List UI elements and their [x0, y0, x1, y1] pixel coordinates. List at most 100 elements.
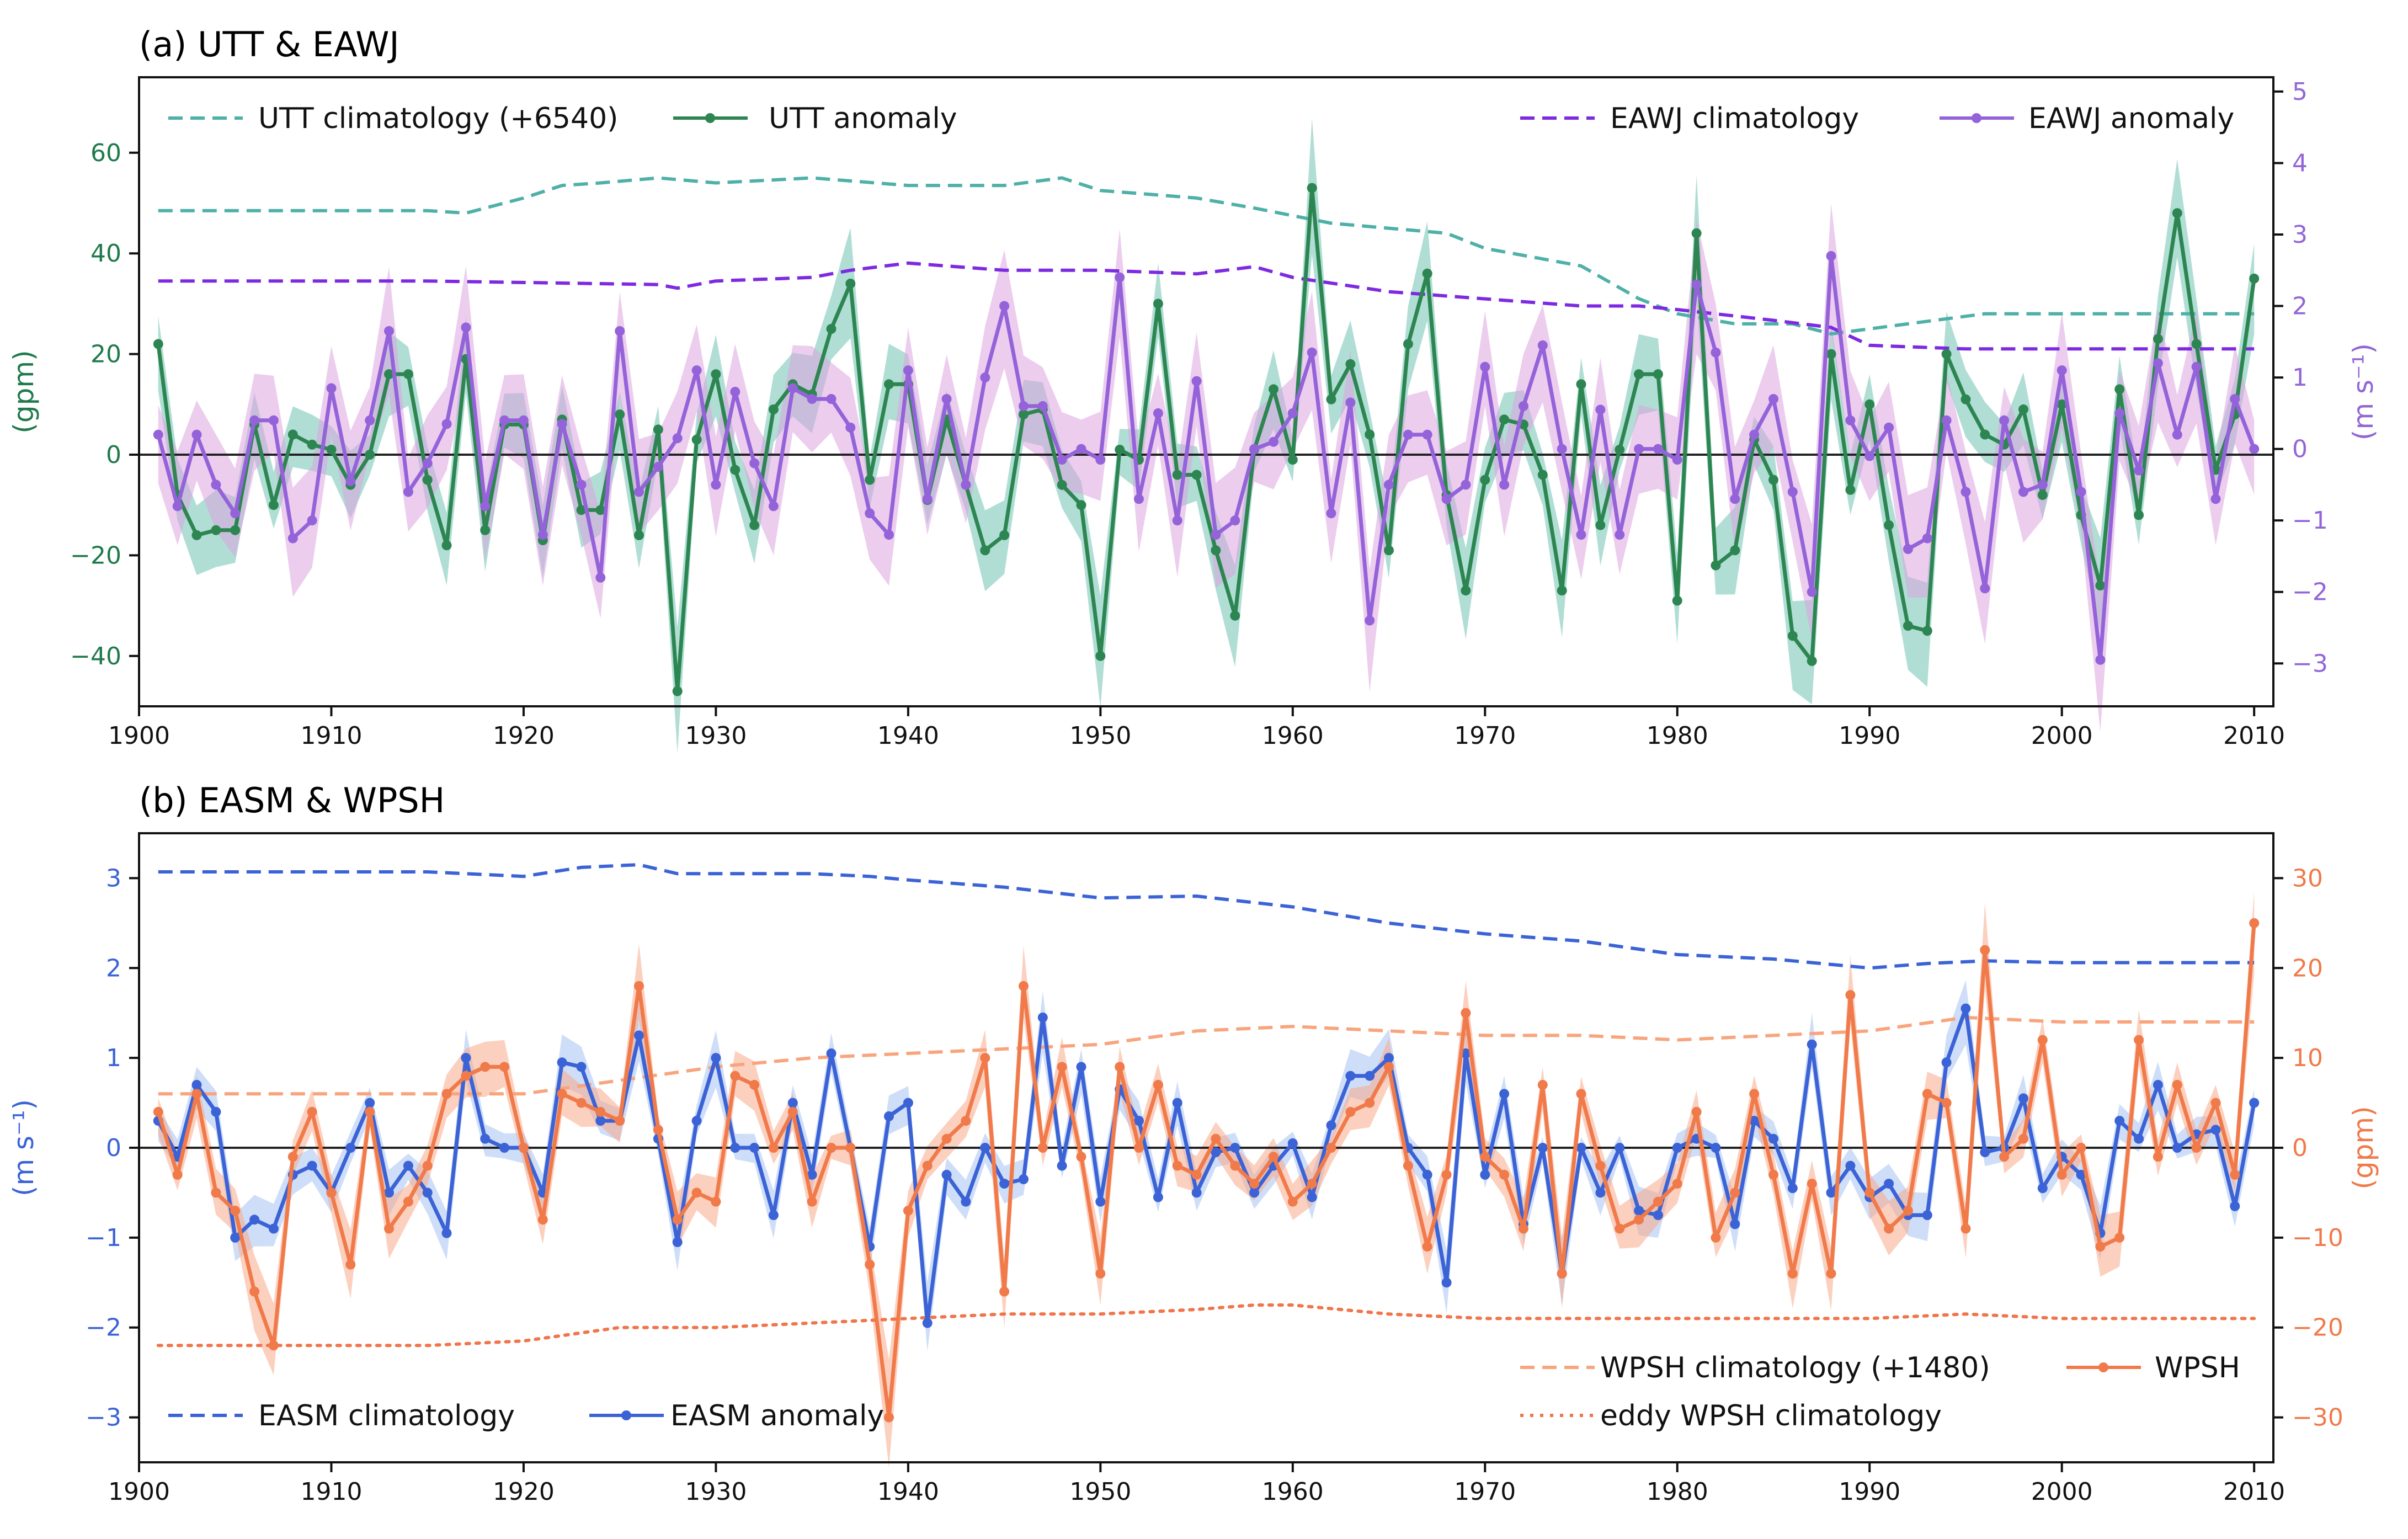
series-eawj-anomaly-point [518, 415, 529, 425]
series-utt-anomaly-point [1499, 414, 1510, 425]
series-eawj-anomaly-point [1768, 394, 1778, 404]
series-easm-anomaly-point [1576, 1143, 1586, 1153]
series-utt-anomaly-point [191, 530, 202, 540]
series-easm-anomaly-point [1499, 1089, 1510, 1099]
series-eawj-anomaly-point [1730, 494, 1740, 504]
series-eawj-anomaly-point [172, 501, 183, 512]
x-tick-label: 1930 [685, 722, 747, 750]
series-eawj-anomaly-point [2095, 654, 2106, 665]
series-utt-anomaly-band [158, 118, 2255, 753]
series-wpsh-point [653, 1125, 663, 1135]
series-utt-anomaly-point [615, 409, 625, 419]
panel-b-uncertainty-bands [158, 891, 2255, 1468]
series-eawj-anomaly-point [1961, 487, 1971, 497]
series-eawj-anomaly-point [2172, 429, 2182, 440]
series-wpsh-point [980, 1053, 990, 1063]
series-utt-anomaly-point [1019, 409, 1029, 419]
panel-a-right-axis-label: (m s⁻¹) [2347, 343, 2379, 440]
series-wpsh-point [2210, 1098, 2221, 1108]
series-wpsh-point [2114, 1232, 2125, 1243]
series-wpsh-point [1864, 1187, 1875, 1198]
series-wpsh-point [2249, 918, 2260, 928]
series-wpsh-point [1153, 1080, 1163, 1090]
series-wpsh-point [1134, 1143, 1144, 1153]
series-easm-anomaly-point [230, 1232, 241, 1243]
panel-b-series-lines [153, 863, 2260, 1423]
series-wpsh-point [172, 1169, 183, 1180]
series-eawj-anomaly-point [941, 394, 952, 404]
series-utt-anomaly-point [1115, 444, 1125, 455]
series-eawj-anomaly-point [1864, 451, 1875, 461]
series-eawj-anomaly-line [156, 254, 2256, 662]
right-tick-label: 3 [2292, 221, 2308, 249]
series-eawj-anomaly-point [1057, 455, 1067, 465]
series-wpsh-point [884, 1412, 894, 1423]
series-eawj-anomaly-point [1499, 480, 1510, 490]
series-utt-anomaly-point [2172, 208, 2182, 219]
right-tick-label: 20 [2292, 954, 2323, 982]
series-wpsh-point [230, 1206, 241, 1216]
panel-b-left-axis-label: (m s⁻¹) [8, 1099, 40, 1196]
series-wpsh-point [634, 981, 644, 991]
right-tick-label: −1 [2292, 507, 2328, 535]
series-easm-anomaly-point [787, 1098, 798, 1108]
series-wpsh-point [1980, 945, 1990, 955]
series-easm-anomaly-point [461, 1053, 471, 1063]
series-easm-anomaly-point [1787, 1183, 1798, 1194]
series-utt-anomaly-point [1557, 585, 1567, 596]
series-utt-anomaly-point [1307, 183, 1317, 193]
series-easm-anomaly-point [807, 1169, 817, 1180]
series-eawj-anomaly-point [326, 383, 337, 393]
series-easm-anomaly-point [768, 1210, 779, 1221]
series-utt-anomaly-point [153, 339, 163, 349]
series-wpsh-point [1441, 1169, 1452, 1180]
series-eawj-anomaly-point [499, 415, 510, 425]
series-easm-anomaly-point [634, 1030, 644, 1041]
series-easm-anomaly-point [576, 1062, 587, 1072]
series-eawj-anomaly-point [249, 415, 260, 425]
series-eawj-anomaly-point [1191, 376, 1202, 386]
series-wpsh-point [1326, 1143, 1336, 1153]
x-tick-label: 1910 [300, 722, 362, 750]
series-easm-anomaly-point [2037, 1183, 2048, 1194]
series-eawj-anomaly-point [1980, 583, 1990, 594]
series-easm-anomaly-point [1711, 1143, 1721, 1153]
series-easm-anomaly-point [1076, 1062, 1086, 1072]
series-easm-anomaly-point [1211, 1147, 1221, 1158]
series-wpsh-point [922, 1160, 933, 1171]
series-utt-anomaly-point [1845, 484, 1856, 495]
legend-eddy-wpsh-climatology: eddy WPSH climatology [1600, 1399, 1942, 1433]
series-eawj-anomaly-point [1441, 494, 1452, 504]
series-eawj-anomaly-point [537, 530, 548, 540]
series-wpsh-point [1749, 1089, 1760, 1099]
legend-easm-anomaly: EASM anomaly [670, 1399, 884, 1433]
series-easm-anomaly-point [1884, 1179, 1894, 1189]
x-tick-label: 1900 [108, 1478, 170, 1506]
series-easm-anomaly-point [1384, 1053, 1394, 1063]
series-utt-anomaly-point [576, 505, 587, 515]
series-eawj-anomaly-point [1903, 544, 1913, 554]
series-easm-anomaly-point [345, 1143, 356, 1153]
legend-easm-climatology: EASM climatology [258, 1399, 515, 1433]
series-utt-anomaly-point [1365, 429, 1375, 440]
series-utt-anomaly-point [1191, 470, 1202, 480]
series-eawj-anomaly-point [1691, 279, 1702, 290]
series-eawj-anomaly-point [2210, 494, 2221, 504]
series-eawj-anomaly-point [2114, 408, 2125, 418]
left-tick-label: 20 [90, 340, 121, 369]
series-wpsh-point [2037, 1035, 2048, 1045]
series-easm-anomaly-point [826, 1048, 837, 1058]
series-easm-anomaly-point [999, 1179, 1010, 1189]
series-eawj-anomaly-point [384, 326, 394, 336]
legend-eawj-anomaly-marker [1972, 113, 1981, 123]
right-tick-label: −3 [2292, 649, 2328, 678]
series-eawj-anomaly-point [1095, 455, 1106, 465]
series-wpsh-point [595, 1106, 606, 1117]
series-utt-anomaly-point [2191, 339, 2202, 349]
x-tick-label: 1940 [877, 722, 939, 750]
left-tick-label: −20 [70, 541, 121, 569]
x-tick-label: 1940 [877, 1478, 939, 1506]
series-wpsh-point [1903, 1206, 1913, 1216]
series-wpsh-point [1576, 1089, 1586, 1099]
panel-a-legend: UTT climatology (+6540) UTT anomaly EAWJ… [168, 102, 2234, 135]
